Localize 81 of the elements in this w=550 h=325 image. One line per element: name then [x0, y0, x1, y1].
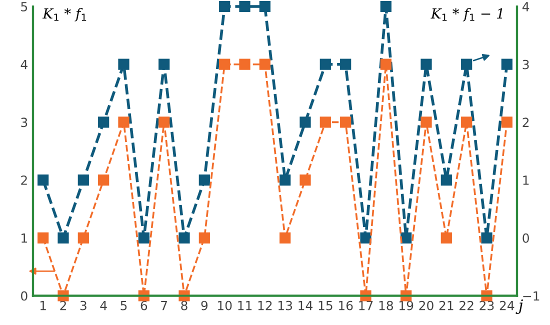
x-tick-label: 3	[80, 300, 86, 310]
y-tick-label: 1	[22, 234, 27, 243]
y-axis-title: K$_{1}$ * f$_{1}$	[42, 8, 86, 22]
point	[461, 116, 472, 128]
y-tick-label: 2	[21, 176, 27, 185]
x-tick-label: 7	[161, 300, 167, 310]
point	[420, 58, 432, 70]
point	[38, 232, 49, 244]
x-tick-label: 21	[439, 300, 454, 310]
x-tick-label: 9	[201, 300, 208, 310]
point	[118, 58, 130, 70]
x-tick-label: 16	[339, 300, 353, 310]
y-tick-label: 5	[21, 2, 28, 12]
x-tick-label: 1	[40, 300, 46, 310]
point	[280, 174, 291, 186]
x-tick-label: 23	[480, 300, 494, 310]
y2-tick-label: −1	[523, 291, 540, 300]
y-tick-label: 0	[21, 291, 28, 301]
point	[78, 232, 89, 244]
point	[98, 174, 110, 186]
point	[340, 58, 352, 70]
y2-tick-label: 0	[522, 233, 529, 243]
point	[219, 58, 230, 70]
y2-tick-label: 4	[522, 2, 530, 12]
x-tick-label: 22	[460, 300, 474, 310]
x-tick-label: 19	[400, 300, 414, 310]
point	[400, 232, 412, 244]
x-tick-label: 10	[218, 300, 232, 310]
point	[219, 0, 230, 12]
x-tick-label: 8	[181, 300, 188, 310]
y2-tick-label: 1	[523, 176, 529, 185]
x-tick-label: 18	[379, 300, 394, 310]
x-tick-label: 14	[298, 300, 312, 310]
x-tick-label: 2	[60, 300, 66, 310]
x-tick-label: 17	[359, 300, 373, 310]
point	[300, 174, 311, 186]
point	[98, 116, 110, 128]
point	[380, 58, 392, 70]
point	[300, 116, 311, 128]
point	[178, 232, 190, 244]
x-tick-label: 4	[100, 300, 107, 310]
point	[501, 58, 512, 70]
x-tick-label: 6	[140, 300, 148, 310]
x-tick-label: 12	[258, 300, 272, 310]
point	[340, 116, 352, 128]
x-tick-label: 15	[318, 300, 332, 310]
point	[420, 116, 432, 128]
point	[259, 0, 270, 12]
point	[259, 58, 270, 70]
y2-axis-title: K$_{1}$ * f$_{1}$ − 1	[430, 8, 502, 22]
x-tick-label: 20	[419, 300, 434, 310]
point	[481, 232, 492, 244]
point	[118, 116, 130, 128]
point	[440, 174, 452, 186]
x-axis-title: j	[516, 299, 523, 314]
point	[158, 116, 170, 128]
point	[138, 232, 150, 244]
y2-tick-label: 3	[522, 60, 529, 70]
point	[360, 232, 372, 244]
x-tick-label: 5	[120, 300, 127, 310]
point	[239, 58, 250, 70]
point	[239, 0, 250, 12]
point	[38, 174, 49, 186]
point	[440, 232, 452, 244]
point	[58, 232, 69, 244]
point	[280, 232, 291, 244]
x-tick-label: 13	[278, 300, 292, 310]
point	[461, 58, 472, 70]
y2-tick-label: 2	[522, 118, 529, 127]
point	[320, 116, 331, 128]
y-tick-label: 3	[21, 118, 28, 128]
point	[198, 232, 210, 244]
point	[78, 174, 89, 186]
y-tick-label: 4	[20, 60, 28, 70]
point	[198, 174, 210, 186]
x-tick-label: 11	[238, 300, 252, 310]
point	[158, 58, 170, 70]
x-tick-label: 24	[500, 300, 514, 310]
point	[320, 58, 331, 70]
point	[501, 116, 512, 128]
point	[380, 0, 392, 12]
